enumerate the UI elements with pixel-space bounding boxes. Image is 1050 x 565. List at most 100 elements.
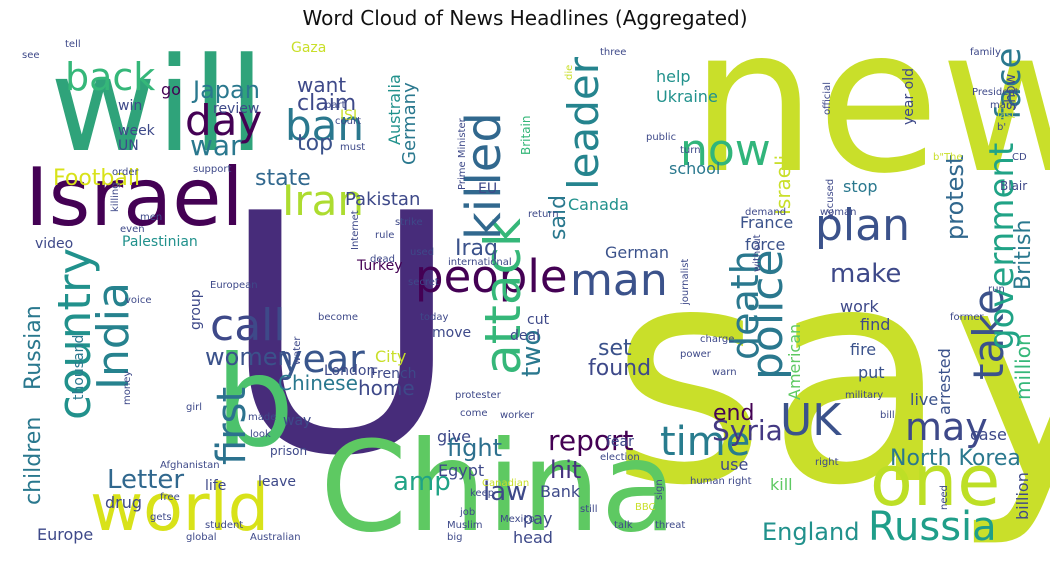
word-canadian: Canadian [482, 478, 529, 489]
word-gets: gets [150, 512, 172, 523]
word-girl: girl [186, 402, 202, 413]
word-uk: UK [780, 395, 842, 446]
word-deal: deal [510, 328, 540, 344]
word-talk: talk [614, 520, 633, 531]
word-japan: Japan [191, 76, 260, 104]
word-election: election [600, 452, 640, 463]
word-french: French [370, 366, 417, 382]
word-end: end [713, 401, 754, 426]
word-worker: worker [500, 410, 535, 421]
word-run: run [988, 284, 1005, 295]
word-chinese: Chinese [278, 371, 358, 395]
word-fear: fear [606, 434, 634, 450]
word-leave: leave [258, 474, 296, 490]
word-die: die [564, 65, 575, 80]
word-order: order [112, 167, 140, 178]
word-human-right: human right [690, 476, 752, 487]
word-women: women [205, 343, 293, 371]
word-pay: pay [523, 509, 552, 528]
word-u: U [220, 144, 462, 528]
word-prime-minister: Prime Minister [457, 117, 468, 190]
word-fire: fire [850, 340, 876, 359]
word-b: b [215, 330, 294, 475]
word-found: found [588, 356, 651, 381]
word-return: return [528, 209, 559, 220]
word-three: three [600, 47, 626, 58]
word-india: India [88, 282, 139, 390]
word-drug: drug [105, 493, 142, 512]
word-million: million [1011, 333, 1035, 400]
word-britain: Britain [519, 116, 533, 156]
word-work: work [840, 297, 879, 316]
word-money: money [122, 371, 133, 405]
word-give: give [437, 427, 471, 446]
word-two: two [517, 330, 547, 377]
word-voice: voice [125, 295, 151, 306]
word-afghanistan: Afghanistan [160, 460, 220, 471]
word-case: case [970, 425, 1007, 444]
word-power: power [680, 349, 712, 360]
word-london: London [324, 363, 375, 379]
word-win: win [118, 98, 142, 114]
word-top: top [297, 131, 333, 156]
word-sign: sign [654, 479, 665, 500]
word-will: will [50, 29, 265, 181]
word-take: take [964, 289, 1013, 380]
word-say: say [610, 202, 1050, 551]
word-iran: Iran [282, 176, 364, 225]
word-france: France [740, 213, 793, 232]
word-home: home [358, 376, 415, 400]
word-country: country [48, 248, 101, 420]
word-state: state [255, 166, 311, 191]
word-video: video [35, 236, 73, 252]
word-today: today [420, 312, 449, 323]
word-one: one [870, 440, 1000, 522]
word-back: back [65, 55, 155, 99]
word-china: China [320, 415, 677, 560]
word-made: made [248, 412, 276, 423]
word-see: see [22, 50, 40, 61]
word-turn: turn [680, 145, 701, 156]
word-billion: billion [1013, 472, 1032, 520]
word-plan: plan [815, 200, 910, 251]
word-amp: amp [393, 467, 451, 497]
word-time: time [660, 419, 750, 465]
word-military: military [845, 390, 883, 401]
word-man: man [570, 255, 668, 306]
word-men: men [140, 212, 162, 223]
word-president: President [972, 87, 1019, 98]
word-germany: Germany [399, 82, 420, 165]
word-israeli: Israeli [771, 155, 795, 215]
word-isi: ISI [340, 108, 357, 124]
word-free: free [160, 492, 180, 503]
word-way: way [283, 413, 311, 429]
word-family: family [970, 47, 1001, 58]
word-protester: protester [455, 390, 502, 401]
word-report: report [548, 424, 634, 457]
word-city: City [375, 347, 406, 366]
word-claim: claim [297, 91, 356, 116]
word-cd: CD [1012, 152, 1027, 163]
word-need: need [939, 485, 950, 510]
word-kill: kill [770, 475, 793, 494]
word-b: b' [997, 122, 1006, 133]
word-ban: ban [285, 101, 364, 150]
word-american: American [785, 324, 804, 400]
word-put: put [858, 363, 885, 382]
word-tell: tell [65, 39, 81, 50]
word-set: set [598, 336, 632, 361]
word-ukraine: Ukraine [656, 87, 718, 106]
word-killing: killing [110, 182, 121, 212]
word-move: move [432, 325, 471, 341]
word-accused: accused [825, 179, 836, 220]
word-german: German [605, 243, 669, 262]
word-mexico: Mexico [500, 514, 535, 525]
word-still: still [580, 504, 597, 515]
word-big: big [447, 532, 462, 543]
word-support: support [193, 164, 231, 175]
word-strike: strike [395, 217, 423, 228]
word-world: world [90, 471, 269, 546]
word-use: use [720, 455, 748, 474]
word-turkey: Turkey [356, 258, 403, 274]
word-student: student [205, 520, 243, 531]
